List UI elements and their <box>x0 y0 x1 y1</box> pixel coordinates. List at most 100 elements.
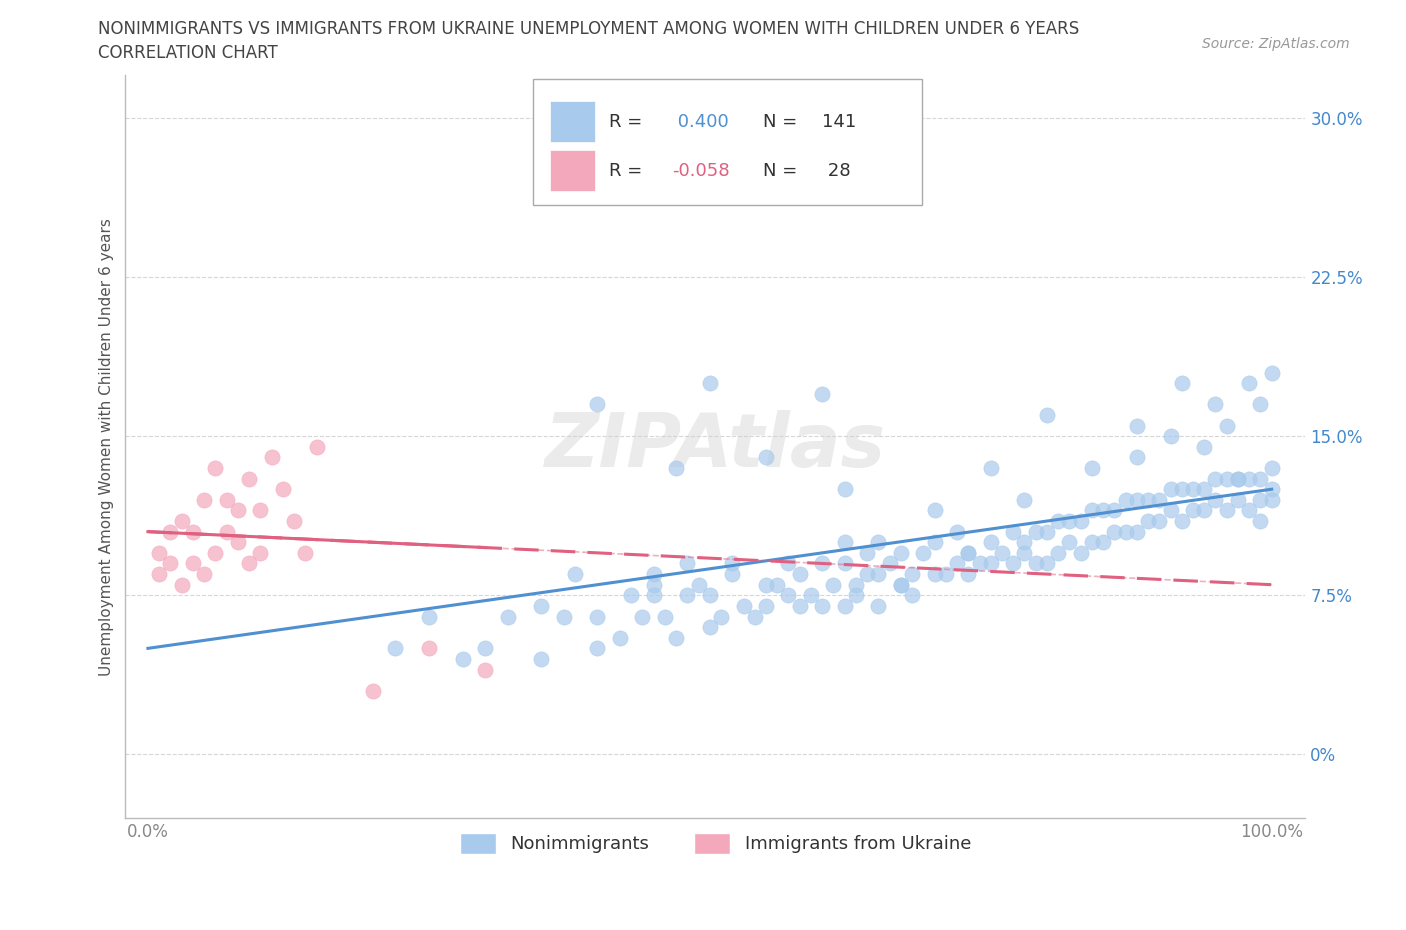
Point <box>530 652 553 667</box>
Point <box>733 599 755 614</box>
Point <box>721 566 744 581</box>
Text: NONIMMIGRANTS VS IMMIGRANTS FROM UKRAINE UNEMPLOYMENT AMONG WOMEN WITH CHILDREN : NONIMMIGRANTS VS IMMIGRANTS FROM UKRAINE… <box>98 20 1080 38</box>
Point <box>1059 513 1081 528</box>
Point <box>1081 535 1104 550</box>
FancyBboxPatch shape <box>533 79 922 206</box>
Point <box>643 588 665 603</box>
Point <box>249 545 271 560</box>
Text: 141: 141 <box>821 113 856 131</box>
Point <box>474 641 496 656</box>
Point <box>1194 503 1216 518</box>
Point <box>1160 429 1182 444</box>
Point <box>980 556 1002 571</box>
Point <box>1126 418 1149 433</box>
Point <box>1237 376 1260 391</box>
Point <box>181 525 204 539</box>
Point <box>418 641 440 656</box>
Point <box>924 566 946 581</box>
Point <box>1171 513 1194 528</box>
Point <box>1160 482 1182 497</box>
Point <box>676 556 699 571</box>
Point <box>665 460 688 475</box>
Point <box>1104 525 1126 539</box>
Point <box>193 492 215 507</box>
Point <box>834 556 856 571</box>
Point <box>912 545 935 560</box>
Point <box>1249 492 1271 507</box>
Point <box>1226 472 1249 486</box>
Point <box>1226 492 1249 507</box>
Point <box>305 439 328 454</box>
Point <box>778 588 800 603</box>
Point <box>181 556 204 571</box>
Point <box>1025 556 1047 571</box>
Point <box>890 545 912 560</box>
Point <box>496 609 519 624</box>
Point <box>159 525 181 539</box>
Point <box>1182 482 1205 497</box>
Point <box>586 641 609 656</box>
Point <box>823 578 845 592</box>
Point <box>1104 503 1126 518</box>
Point <box>1149 492 1171 507</box>
Point <box>1215 503 1237 518</box>
Point <box>271 482 294 497</box>
Point <box>811 386 834 401</box>
Point <box>564 566 586 581</box>
Point <box>1115 525 1137 539</box>
Point <box>1126 492 1149 507</box>
Point <box>586 609 609 624</box>
Point <box>879 556 901 571</box>
Point <box>935 566 957 581</box>
FancyBboxPatch shape <box>550 101 595 142</box>
Point <box>1226 472 1249 486</box>
Point <box>643 578 665 592</box>
Point <box>710 609 733 624</box>
Point <box>1171 376 1194 391</box>
Point <box>1036 525 1059 539</box>
Point <box>957 545 980 560</box>
Text: N =: N = <box>762 113 803 131</box>
Point <box>766 578 789 592</box>
Point <box>1014 545 1036 560</box>
Point <box>856 566 879 581</box>
Text: -0.058: -0.058 <box>672 162 730 179</box>
Point <box>1149 513 1171 528</box>
Point <box>654 609 676 624</box>
Point <box>1215 472 1237 486</box>
FancyBboxPatch shape <box>550 150 595 191</box>
Point <box>1171 482 1194 497</box>
Point <box>260 450 283 465</box>
Point <box>868 535 890 550</box>
Point <box>868 566 890 581</box>
Point <box>1182 503 1205 518</box>
Point <box>1160 503 1182 518</box>
Point <box>1194 439 1216 454</box>
Point <box>283 513 305 528</box>
Point <box>957 566 980 581</box>
Point <box>204 460 226 475</box>
Point <box>418 609 440 624</box>
Point <box>755 450 778 465</box>
Point <box>1249 472 1271 486</box>
Point <box>294 545 316 560</box>
Point <box>1002 525 1025 539</box>
Point <box>609 631 631 645</box>
Point <box>631 609 654 624</box>
Point <box>957 545 980 560</box>
Point <box>1215 418 1237 433</box>
Point <box>676 588 699 603</box>
Point <box>789 566 811 581</box>
Point <box>1081 503 1104 518</box>
Text: R =: R = <box>609 113 648 131</box>
Point <box>1137 513 1160 528</box>
Point <box>699 376 721 391</box>
Point <box>834 535 856 550</box>
Point <box>1070 513 1092 528</box>
Text: 0.400: 0.400 <box>672 113 728 131</box>
Point <box>755 578 778 592</box>
Point <box>530 599 553 614</box>
Point <box>811 556 834 571</box>
Point <box>1205 492 1227 507</box>
Point <box>215 525 238 539</box>
